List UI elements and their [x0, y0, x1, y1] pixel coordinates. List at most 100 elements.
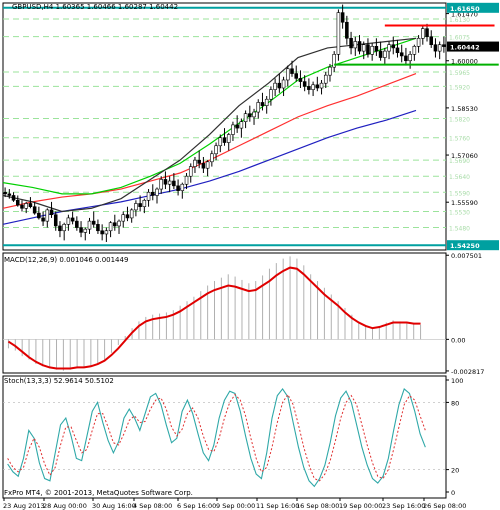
candle-body — [163, 179, 168, 185]
level-label: 1.5760 — [449, 136, 470, 143]
x-tick-label: 26 Sep 08:00 — [423, 502, 466, 510]
candle-body — [248, 113, 252, 118]
candle-body — [357, 41, 362, 52]
candle-body — [286, 68, 290, 81]
candle-body — [91, 220, 96, 225]
candle-body — [374, 46, 379, 52]
candle-body — [96, 224, 100, 232]
macd-panel-frame — [2, 252, 447, 374]
candle-body — [62, 224, 66, 232]
candle-body — [294, 73, 299, 79]
candle-body — [408, 54, 412, 62]
candle-body — [155, 188, 159, 196]
x-tick-label: 4 Sep 08:00 — [133, 502, 172, 510]
stoch-tick-label: 80 — [451, 399, 459, 407]
candle-body — [395, 47, 400, 54]
candle-body — [138, 203, 142, 207]
candle-body — [353, 41, 358, 49]
candle-body — [210, 153, 214, 163]
candle-body — [252, 111, 256, 118]
candle-body — [214, 145, 218, 155]
candle-body — [146, 191, 151, 201]
candle-body — [311, 84, 315, 90]
price-box-label: 1.60442 — [450, 44, 480, 52]
candle-body — [49, 209, 54, 216]
stoch-label: Stoch(13,3,3) 52.9614 50.5102 — [4, 377, 114, 385]
price-box-0 — [447, 2, 499, 13]
candle-body — [243, 113, 248, 122]
candle-body — [167, 180, 172, 185]
candle-body — [315, 84, 320, 89]
candle-body — [378, 50, 383, 58]
candle-body — [323, 74, 328, 84]
level-label: 1.5820 — [449, 116, 470, 123]
moving-average-line-3 — [2, 37, 417, 213]
level-label: 1.5690 — [449, 158, 470, 165]
main-chart-title: GBPUSD,H4 1.60365 1.60466 1.60287 1.6044… — [12, 3, 178, 11]
candle-body — [366, 44, 370, 55]
level-label: 1.6075 — [449, 35, 470, 42]
y-tick-label: 1.57060 — [451, 152, 478, 160]
candle-body — [370, 46, 374, 55]
candle-body — [429, 36, 434, 46]
candle-body — [205, 161, 210, 169]
candle-body — [383, 50, 387, 58]
candle-body — [387, 44, 391, 52]
macd-tick-label: -0.002817 — [451, 368, 484, 376]
candle-body — [184, 175, 189, 185]
candle-body — [197, 159, 201, 164]
candle-body — [20, 204, 24, 209]
candle-body — [222, 137, 227, 143]
candle-body — [108, 222, 113, 232]
stoch-tick-label: 0 — [451, 489, 455, 497]
candle-body — [150, 191, 155, 196]
candle-body — [336, 12, 341, 55]
candle-body — [442, 44, 446, 47]
candle-body — [180, 183, 185, 191]
y-tick-label: 1.58530 — [451, 105, 478, 113]
candle-body — [328, 66, 332, 76]
candle-body — [11, 195, 16, 201]
x-tick-label: 23 Sep 16:00 — [382, 502, 425, 510]
stochastic-panel: 100 80 20 0 — [2, 375, 463, 499]
macd-label: MACD(12,26,9) 0.001046 0.001449 — [4, 256, 128, 264]
candle-body — [239, 121, 244, 129]
candle-body — [87, 220, 92, 230]
candle-body — [188, 166, 193, 177]
candle-body — [345, 21, 349, 39]
candle-body — [332, 54, 336, 68]
candle-body — [24, 203, 28, 209]
candle-body — [437, 44, 442, 52]
price-box-label: 1.54250 — [450, 242, 480, 250]
candle-body — [425, 28, 429, 37]
candle-body — [100, 230, 104, 235]
candle-body — [269, 89, 273, 100]
candle-body — [340, 12, 345, 23]
candle-body — [104, 230, 109, 235]
moving-average-line-1 — [2, 73, 417, 209]
candle-body — [37, 212, 41, 219]
macd-tick-label: 0.00 — [451, 336, 465, 344]
candle-body — [28, 203, 33, 207]
candle-body — [53, 214, 58, 227]
level-label: 1.5965 — [449, 70, 470, 77]
x-tick-label: 9 Sep 00:00 — [216, 502, 255, 510]
candle-body — [298, 78, 303, 82]
x-tick-label: 23 Aug 2013 — [3, 502, 45, 510]
candle-body — [399, 52, 404, 57]
candle-body — [70, 217, 75, 222]
stoch-signal-line — [7, 393, 426, 482]
x-tick-label: 6 Sep 16:00 — [177, 502, 216, 510]
level-label: 1.5480 — [449, 226, 470, 233]
candle-body — [129, 209, 134, 219]
candle-body — [319, 82, 324, 89]
candle-body — [66, 217, 71, 225]
candle-body — [226, 134, 231, 143]
candle-body — [41, 217, 45, 222]
candle-body — [391, 44, 396, 49]
x-tick-label: 30 Aug 16:00 — [92, 502, 136, 510]
price-box-1 — [447, 41, 499, 52]
y-tick-label: 1.60000 — [451, 58, 478, 66]
